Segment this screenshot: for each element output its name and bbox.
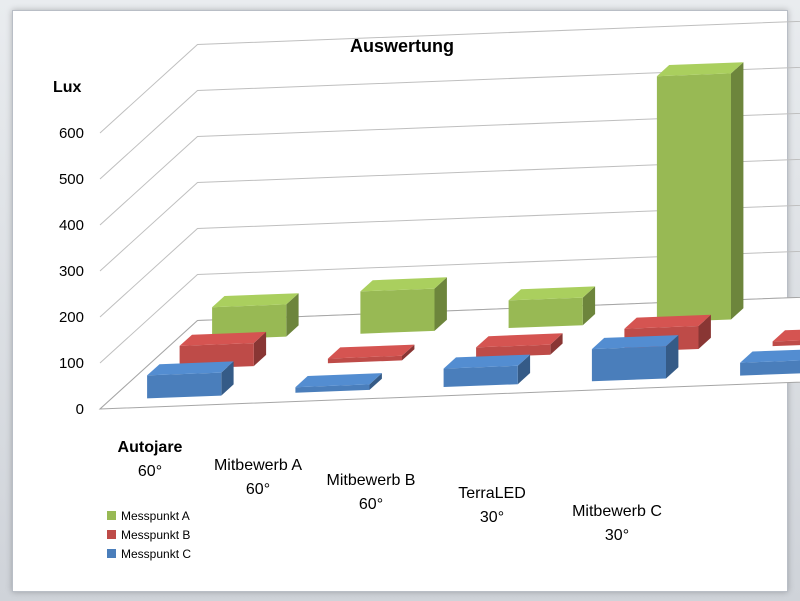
- chart-title: Auswertung: [350, 36, 454, 56]
- bar-front: [295, 384, 370, 393]
- y-tick-label: 400: [59, 217, 84, 234]
- bar-front: [212, 304, 287, 340]
- bar-messpunkt-b-2: [327, 344, 415, 364]
- y-tick-label: 500: [59, 171, 84, 188]
- bar-side: [402, 344, 415, 361]
- bar-front: [476, 344, 551, 358]
- bar-side: [517, 354, 531, 385]
- bar-front: [360, 288, 435, 334]
- bar-messpunkt-b-1: [179, 331, 267, 369]
- category-labels: Autojare 60° Mitbewerb A 60° Mitbewerb B 60° T…: [118, 439, 662, 544]
- bar-front: [179, 343, 254, 369]
- bar-top: [360, 277, 447, 292]
- bar-top: [772, 329, 800, 342]
- bar-side: [550, 333, 563, 355]
- bar-front: [591, 346, 666, 382]
- bar-messpunkt-c-2: [295, 373, 382, 393]
- legend-item: Messpunkt B: [107, 528, 190, 542]
- category-label: Mitbewerb B: [327, 472, 416, 489]
- bar-top: [212, 293, 299, 308]
- bar-side: [582, 286, 596, 326]
- bar-messpunkt-a-1: [212, 293, 299, 340]
- category-label: 30°: [605, 527, 629, 544]
- bar-side: [666, 335, 679, 379]
- y-tick-label: 600: [59, 125, 84, 142]
- bar-front: [772, 340, 800, 347]
- legend-item: Messpunkt A: [107, 509, 190, 523]
- bar-side: [731, 62, 744, 320]
- bar-side: [253, 331, 267, 367]
- bars: [147, 62, 800, 399]
- bar-messpunkt-b-5: [772, 329, 800, 347]
- bar-side: [369, 373, 382, 390]
- bar-front: [443, 365, 518, 387]
- gridline: [99, 20, 800, 134]
- legend-swatch: [107, 511, 116, 520]
- category-label: Autojare: [118, 439, 183, 456]
- bar-messpunkt-a-4: [656, 62, 744, 323]
- y-tick-label: 0: [76, 401, 84, 418]
- bar-top: [327, 344, 415, 359]
- bar-top: [476, 333, 563, 348]
- bar-top: [295, 373, 382, 388]
- bar-top: [443, 354, 531, 369]
- bar-top: [656, 62, 744, 77]
- category-label: TerraLED: [458, 485, 526, 502]
- bar-messpunkt-c-1: [147, 361, 234, 399]
- bar-messpunkt-a-3: [508, 286, 596, 328]
- legend: Messpunkt A Messpunkt B Messpunkt C: [107, 509, 191, 561]
- bar-side: [286, 293, 299, 337]
- category-label: 60°: [138, 463, 162, 480]
- y-tick-label: 300: [59, 263, 84, 280]
- legend-swatch: [107, 549, 116, 558]
- category-label: 60°: [359, 496, 383, 513]
- bar-messpunkt-c-4: [591, 335, 679, 382]
- bar-top: [591, 335, 679, 350]
- y-tick-label: 200: [59, 309, 84, 326]
- bar-messpunkt-c-3: [443, 354, 531, 387]
- category-label: Mitbewerb C: [572, 503, 662, 520]
- bar-front: [508, 297, 583, 328]
- bar-top: [508, 286, 596, 301]
- bar-side: [434, 277, 447, 331]
- bar-front: [327, 355, 402, 364]
- legend-item: Messpunkt C: [107, 547, 191, 561]
- bar-messpunkt-b-3: [476, 333, 563, 358]
- bar-messpunkt-a-2: [360, 277, 447, 334]
- bar-messpunkt-c-5: [740, 349, 800, 376]
- category-label: 60°: [246, 481, 270, 498]
- bar-front: [147, 372, 222, 399]
- legend-label: Messpunkt A: [121, 509, 190, 523]
- category-label: Mitbewerb A: [214, 457, 302, 474]
- y-axis-title: Lux: [53, 79, 82, 96]
- legend-label: Messpunkt C: [121, 547, 191, 561]
- bar-top: [740, 349, 800, 363]
- bar-top: [624, 314, 711, 329]
- bar-front: [656, 73, 731, 323]
- bar-top: [179, 331, 267, 346]
- bar-front: [740, 360, 800, 376]
- legend-label: Messpunkt B: [121, 528, 190, 542]
- bar-side: [698, 314, 711, 349]
- legend-swatch: [107, 530, 116, 539]
- category-label: 30°: [480, 509, 504, 526]
- bar-top: [147, 361, 234, 376]
- y-axis-ticks: 0 100 200 300 400 500 600: [59, 125, 84, 418]
- bar-side: [221, 361, 234, 396]
- y-tick-label: 100: [59, 355, 84, 372]
